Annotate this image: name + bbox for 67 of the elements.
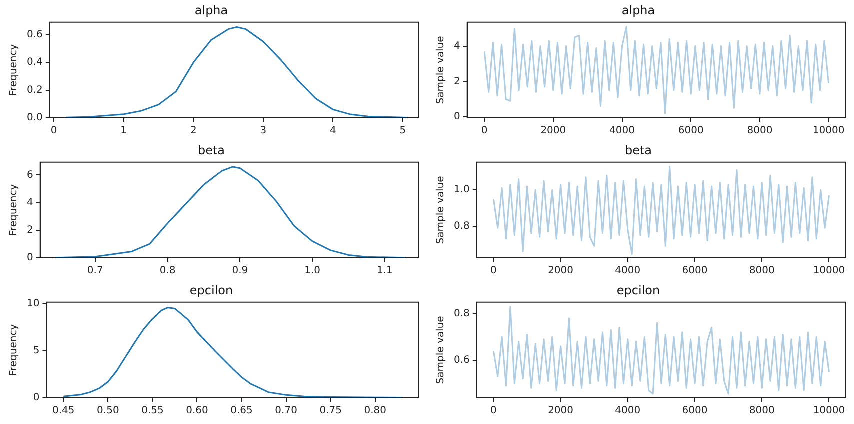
- x-tick-label: 3: [260, 126, 267, 137]
- y-tick-label: 0.2: [26, 84, 43, 96]
- y-tick-label: 0: [454, 112, 460, 123]
- y-axis-title: Frequency: [8, 44, 20, 96]
- y-axis-title: Sample value: [436, 36, 447, 104]
- x-tick-label: 0.65: [230, 406, 253, 417]
- y-tick-label: 6: [26, 170, 34, 181]
- y-tick-label: 0.6: [454, 354, 470, 366]
- x-tick-label: 1.0: [304, 266, 321, 277]
- x-tick-label: 0: [481, 126, 488, 137]
- x-tick-label: 6000: [682, 266, 708, 277]
- x-tick-label: 0.80: [364, 406, 386, 417]
- y-axis-title: Sample value: [436, 316, 447, 384]
- x-tick-label: 0.45: [52, 406, 75, 417]
- x-tick-label: 8000: [749, 266, 775, 277]
- chart-title: alpha: [194, 3, 228, 18]
- x-tick-label: 0: [490, 266, 497, 277]
- x-tick-label: 0.60: [186, 406, 208, 417]
- y-tick-label: 5: [33, 346, 40, 357]
- y-tick-label: 2: [454, 76, 460, 88]
- chart-title: alpha: [622, 3, 656, 18]
- x-tick-label: 2000: [540, 126, 566, 137]
- x-tick-label: 4: [330, 126, 336, 137]
- x-tick-label: 0.9: [232, 266, 248, 277]
- x-tick-label: 2: [190, 126, 197, 137]
- y-tick-label: 0.4: [26, 57, 43, 68]
- x-tick-label: 0.50: [97, 406, 120, 417]
- y-tick-label: 4: [26, 197, 34, 208]
- x-tick-label: 4000: [610, 126, 635, 137]
- x-tick-label: 10000: [813, 266, 846, 277]
- x-tick-label: 5: [400, 126, 406, 137]
- x-tick-label: 0.55: [142, 406, 164, 417]
- x-tick-label: 2000: [548, 406, 574, 417]
- x-tick-label: 2000: [548, 266, 574, 277]
- x-tick-label: 0: [50, 126, 58, 137]
- x-tick-label: 4000: [615, 266, 641, 277]
- chart-title: epcilon: [616, 283, 660, 298]
- x-tick-label: 1.1: [377, 266, 393, 277]
- chart-title: beta: [624, 143, 652, 158]
- x-tick-label: 1: [120, 126, 128, 137]
- x-tick-label: 0.70: [275, 406, 298, 417]
- chart-title: epcilon: [190, 283, 234, 298]
- y-axis-title: Sample value: [436, 176, 447, 244]
- y-tick-label: 1.0: [454, 184, 470, 196]
- y-tick-label: 0.0: [26, 112, 43, 124]
- x-tick-label: 8000: [749, 406, 775, 417]
- y-tick-label: 0.6: [26, 29, 43, 40]
- x-tick-label: 4000: [615, 406, 641, 417]
- y-tick-label: 0: [26, 252, 34, 264]
- x-tick-label: 10000: [812, 126, 845, 137]
- y-tick-label: 10: [26, 298, 40, 310]
- y-tick-label: 4: [454, 40, 460, 52]
- y-axis-title: Frequency: [8, 324, 20, 376]
- y-tick-label: 0.8: [454, 308, 470, 320]
- x-tick-label: 6000: [678, 126, 704, 137]
- x-tick-label: 0.75: [320, 406, 342, 417]
- x-tick-label: 0.7: [87, 266, 104, 277]
- y-tick-label: 0.8: [454, 220, 470, 232]
- x-tick-label: 8000: [747, 126, 773, 137]
- y-tick-label: 0: [33, 392, 40, 404]
- x-tick-label: 10000: [813, 406, 846, 417]
- x-tick-label: 6000: [682, 406, 708, 417]
- x-tick-label: 0.8: [160, 266, 176, 277]
- y-axis-title: Frequency: [8, 184, 20, 236]
- x-tick-label: 0: [490, 406, 497, 417]
- chart-title: beta: [198, 143, 226, 158]
- y-tick-label: 2: [26, 225, 34, 236]
